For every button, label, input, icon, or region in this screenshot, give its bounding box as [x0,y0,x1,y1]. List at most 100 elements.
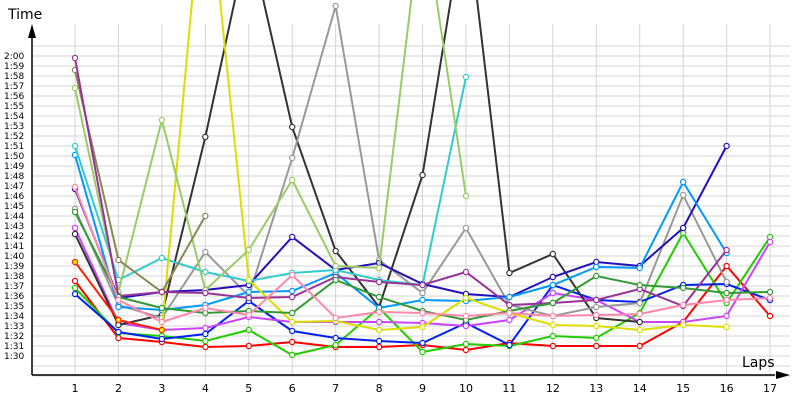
data-point[interactable] [289,309,296,317]
data-point[interactable] [202,289,209,297]
data-point[interactable] [506,269,513,277]
data-point[interactable] [71,208,79,216]
data-point[interactable] [158,116,166,124]
data-point[interactable] [679,224,687,232]
data-point[interactable] [593,311,600,319]
data-point[interactable] [462,268,470,276]
data-point[interactable] [289,287,296,295]
data-point[interactable] [549,321,557,329]
data-point[interactable] [115,296,122,304]
data-point[interactable] [202,330,209,338]
data-point[interactable] [375,293,383,301]
data-point[interactable] [158,254,166,262]
data-point[interactable] [115,303,122,311]
data-point[interactable] [202,324,209,332]
data-point[interactable] [245,294,252,302]
data-point[interactable] [158,304,166,312]
data-point[interactable] [202,343,209,351]
data-point[interactable] [462,294,470,302]
data-point[interactable] [71,183,79,191]
data-point[interactable] [245,276,252,284]
data-point[interactable] [375,326,383,334]
data-point[interactable] [462,340,470,348]
data-point[interactable] [723,289,730,297]
data-point[interactable] [549,273,557,281]
data-point[interactable] [332,247,339,255]
data-point[interactable] [419,171,426,179]
data-point[interactable] [71,230,79,238]
data-point[interactable] [419,296,426,304]
data-point[interactable] [245,311,252,319]
data-point[interactable] [723,246,730,254]
data-point[interactable] [115,328,122,336]
data-point[interactable] [71,258,79,266]
data-point[interactable] [375,278,383,286]
data-point[interactable] [549,332,557,340]
data-point[interactable] [549,281,557,289]
data-point[interactable] [593,296,600,304]
data-point[interactable] [289,123,296,131]
data-point[interactable] [289,176,296,184]
data-point[interactable] [636,318,643,326]
data-point[interactable] [332,262,339,270]
data-point[interactable] [71,290,79,298]
data-point[interactable] [462,73,470,81]
data-point[interactable] [723,323,730,331]
data-point[interactable] [71,277,79,285]
data-point[interactable] [593,322,600,330]
data-point[interactable] [115,256,122,264]
data-point[interactable] [636,342,643,350]
data-point[interactable] [245,288,252,296]
data-point[interactable] [506,316,513,324]
data-point[interactable] [593,272,600,280]
data-point[interactable] [593,303,600,311]
data-point[interactable] [549,312,557,320]
data-point[interactable] [71,84,79,92]
data-point[interactable] [462,346,470,354]
data-point[interactable] [202,133,209,141]
data-point[interactable] [202,248,209,256]
data-point[interactable] [375,264,383,272]
data-point[interactable] [202,212,209,220]
data-point[interactable] [332,334,339,342]
data-point[interactable] [506,309,513,317]
data-point[interactable] [289,271,296,279]
data-point[interactable] [158,318,166,326]
data-point[interactable] [679,301,687,309]
data-point[interactable] [636,299,643,307]
data-point[interactable] [636,326,643,334]
data-point[interactable] [636,310,643,318]
data-point[interactable] [506,301,513,309]
data-point[interactable] [158,335,166,343]
data-point[interactable] [462,192,470,200]
data-point[interactable] [289,327,296,335]
data-point[interactable] [462,224,470,232]
data-point[interactable] [245,326,252,334]
data-point[interactable] [766,288,774,296]
data-point[interactable] [419,281,426,289]
data-point[interactable] [289,154,296,162]
data-point[interactable] [679,284,687,292]
data-point[interactable] [419,348,426,356]
data-point[interactable] [375,337,383,345]
data-point[interactable] [679,321,687,329]
data-point[interactable] [375,308,383,316]
data-point[interactable] [158,288,166,296]
data-point[interactable] [549,250,557,258]
data-point[interactable] [115,316,122,324]
data-point[interactable] [636,281,643,289]
data-point[interactable] [723,142,730,150]
data-point[interactable] [419,289,426,297]
data-point[interactable] [419,339,426,347]
data-point[interactable] [549,299,557,307]
data-point[interactable] [506,293,513,301]
data-point[interactable] [375,318,383,326]
data-point[interactable] [158,326,166,334]
data-point[interactable] [636,264,643,272]
data-point[interactable] [289,351,296,359]
data-point[interactable] [202,268,209,276]
data-point[interactable] [245,246,252,254]
data-point[interactable] [289,233,296,241]
data-point[interactable] [202,337,209,345]
data-point[interactable] [71,224,79,232]
